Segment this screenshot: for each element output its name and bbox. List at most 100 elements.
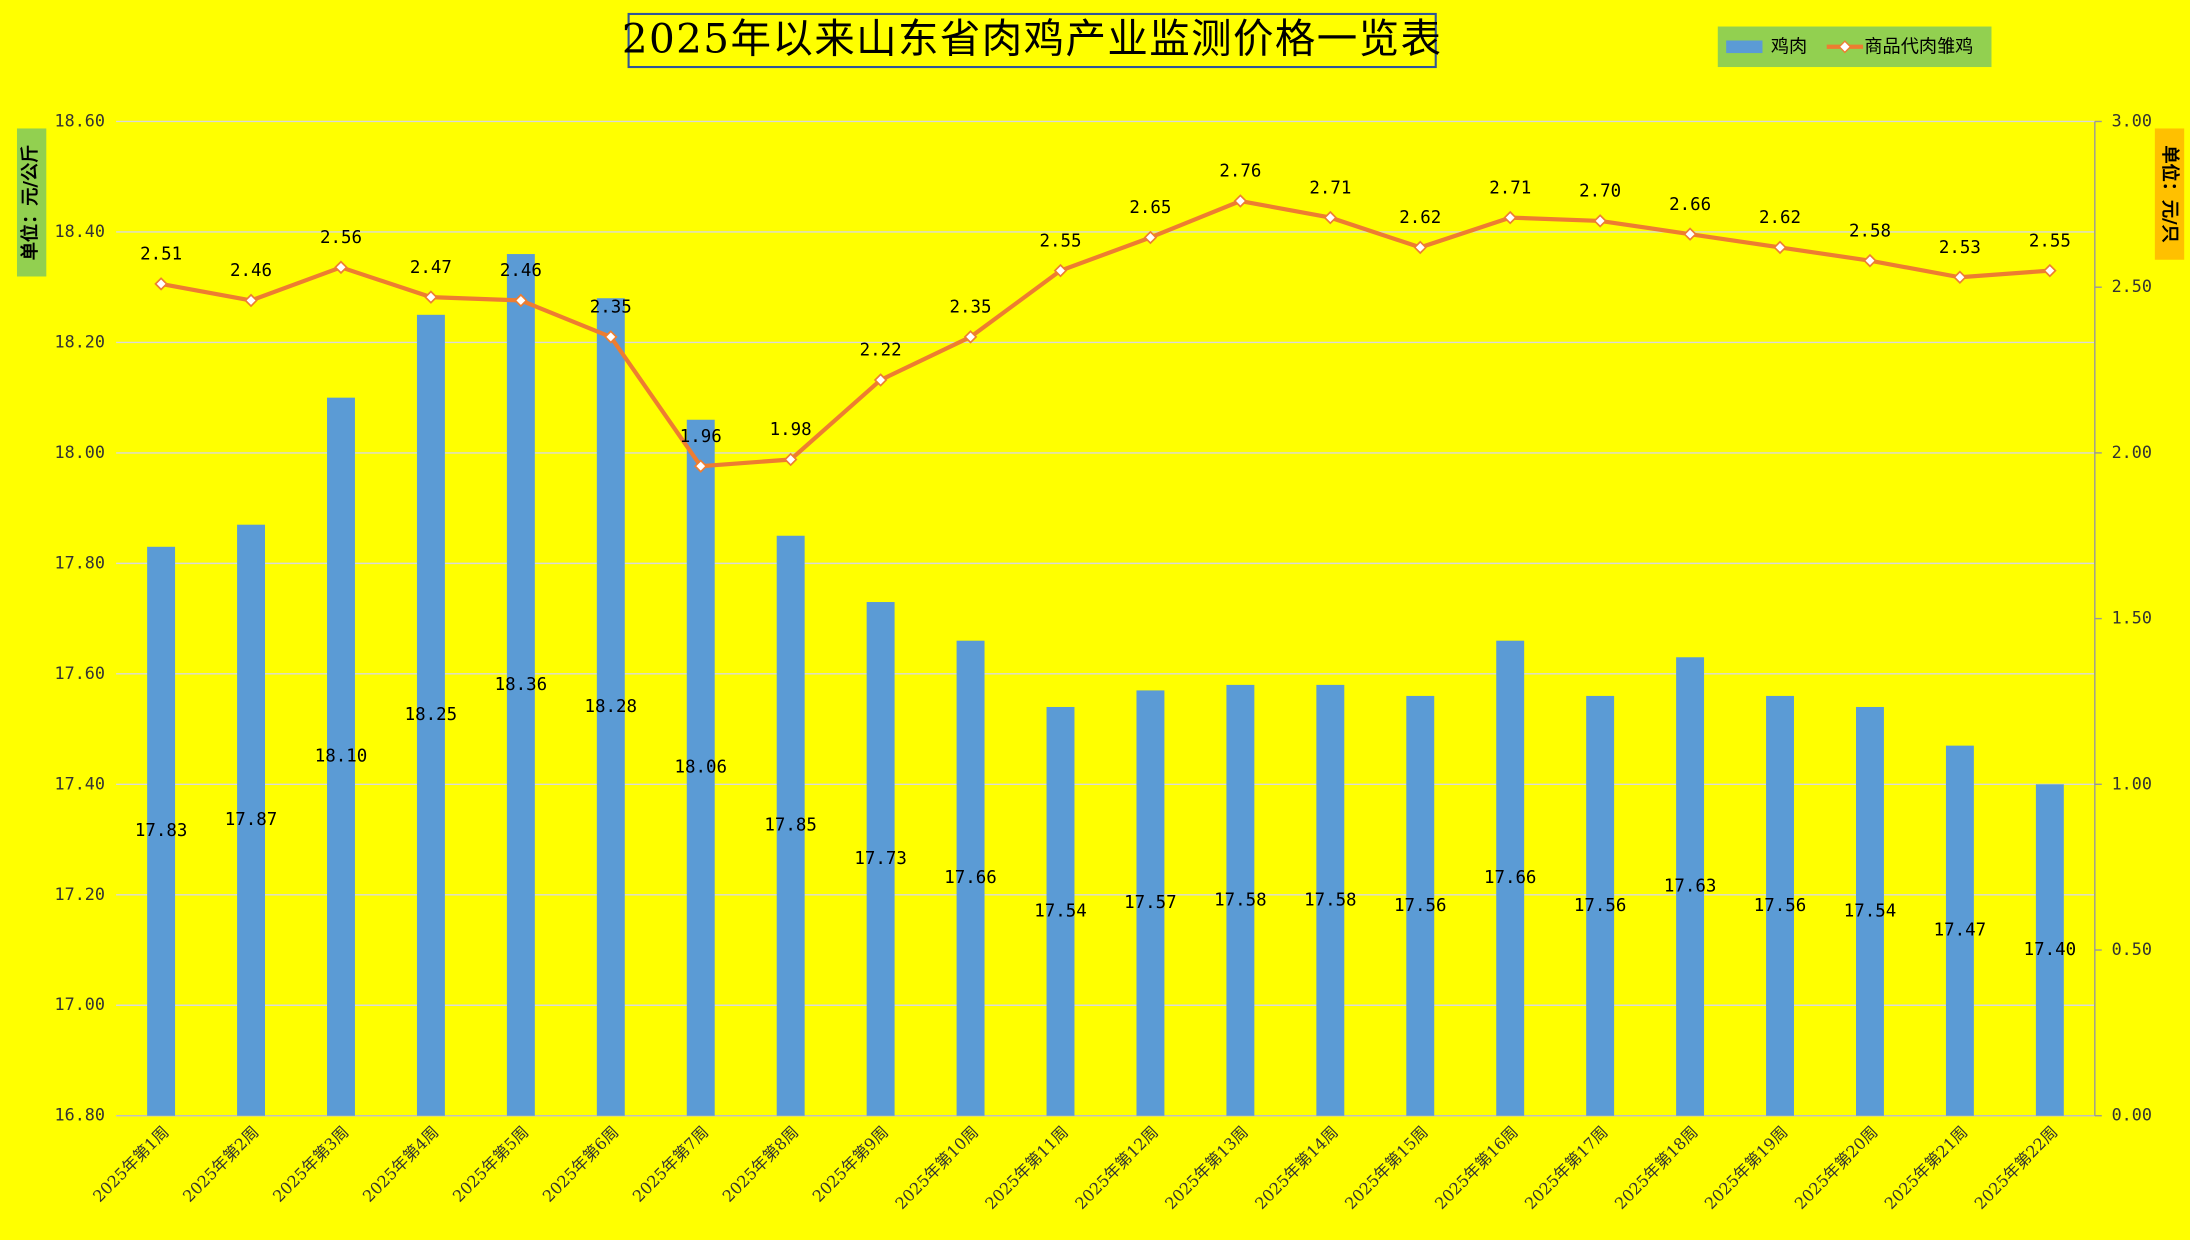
bar-value-label: 17.83 — [135, 821, 188, 841]
bar-value-label: 17.85 — [764, 816, 817, 836]
y-label-box — [16, 128, 47, 277]
line-value-label: 2.56 — [320, 228, 362, 248]
line-marker — [424, 290, 438, 304]
line-value-label: 2.55 — [1040, 231, 1082, 251]
bar — [327, 397, 355, 1116]
line-marker — [1503, 210, 1517, 225]
line-value-label: 2.70 — [1579, 182, 1621, 202]
line-value-label: 2.46 — [230, 261, 272, 281]
line — [160, 198, 2051, 469]
line-value-label: 2.71 — [1489, 178, 1531, 198]
y2-tick-label: 1.50 — [2112, 608, 2152, 628]
y-tick-label: 17.80 — [55, 552, 105, 572]
y-tick-label: 18.60 — [55, 110, 105, 130]
line-value-label: 2.35 — [590, 298, 632, 318]
line-value-label: 2.22 — [860, 341, 902, 361]
bar-value-label: 18.36 — [495, 675, 548, 695]
bar — [506, 254, 535, 1116]
bar — [596, 298, 625, 1116]
line-value-label: 2.51 — [140, 245, 182, 265]
y2-tick-label: 2.50 — [2112, 276, 2152, 296]
line-marker — [1143, 230, 1158, 245]
bar-value-label: 17.63 — [1664, 876, 1717, 896]
bar-value-label: 17.66 — [944, 868, 996, 888]
legend-label: 鸡肉 — [1771, 36, 1807, 57]
bar — [237, 524, 266, 1116]
y2-tick-label: 0.00 — [2112, 1105, 2152, 1125]
bar — [686, 419, 715, 1116]
y2-axis-label: 单位：元/只 — [2159, 145, 2181, 242]
line-marker — [334, 260, 348, 275]
bar — [956, 640, 985, 1116]
bar — [2035, 784, 2064, 1116]
bar — [1945, 745, 1974, 1116]
y2-tick-label: 2.00 — [2112, 442, 2152, 462]
y-axis-label: 单位：元/公斤 — [19, 145, 41, 260]
line-marker — [244, 293, 258, 308]
line-marker — [604, 330, 618, 344]
y-tick-label: 17.00 — [55, 994, 105, 1014]
y-tick-label: 18.00 — [55, 442, 105, 462]
bar-value-label: 17.56 — [1394, 896, 1447, 916]
bar — [1226, 684, 1255, 1116]
line-marker — [963, 330, 978, 344]
line-value-label: 2.35 — [950, 298, 992, 318]
bar — [1136, 690, 1165, 1116]
line-marker — [1773, 240, 1787, 255]
legend-swatch — [1726, 40, 1763, 54]
line-value-label: 2.65 — [1129, 198, 1171, 218]
line-marker — [1053, 263, 1068, 278]
bar — [866, 602, 895, 1116]
line-marker — [1953, 270, 1967, 285]
y-tick-label: 18.20 — [55, 331, 105, 351]
bar-value-label: 17.87 — [225, 810, 277, 830]
line-value-label: 2.55 — [2029, 231, 2071, 251]
legend-marker — [1838, 40, 1852, 54]
bar-value-label: 17.56 — [1754, 896, 1807, 916]
y-tick-label: 17.40 — [55, 773, 105, 793]
bar-value-label: 17.57 — [1124, 893, 1177, 913]
bar — [1046, 706, 1075, 1116]
line-value-label: 2.47 — [410, 258, 452, 278]
bar — [416, 314, 445, 1116]
y-tick-label: 17.60 — [55, 663, 105, 683]
y2-tick-label: 3.00 — [2112, 110, 2152, 130]
line-marker — [1863, 253, 1877, 268]
line-value-label: 2.58 — [1849, 221, 1891, 241]
bar — [1496, 640, 1525, 1116]
line-marker — [1323, 210, 1338, 225]
bar — [1766, 695, 1794, 1116]
y2-tick-label: 0.50 — [2112, 939, 2152, 959]
line-marker — [873, 373, 888, 387]
y-tick-label: 17.20 — [55, 884, 105, 904]
bar — [1406, 695, 1435, 1116]
title-box — [627, 12, 1437, 69]
bar — [1586, 695, 1615, 1116]
y2-tick-label: 1.00 — [2112, 773, 2152, 793]
line-value-label: 1.96 — [680, 427, 722, 447]
line-marker — [1233, 194, 1248, 208]
bar-value-label: 17.40 — [2024, 940, 2077, 960]
line-value-label: 2.76 — [1219, 162, 1261, 182]
y-tick-label: 18.40 — [55, 221, 105, 241]
bar — [776, 535, 805, 1116]
bar — [1856, 706, 1884, 1116]
line-value-label: 2.66 — [1669, 195, 1711, 215]
legend-label: 商品代肉雏鸡 — [1864, 36, 1973, 57]
bar-value-label: 17.58 — [1214, 890, 1267, 910]
bar-value-label: 17.58 — [1304, 890, 1357, 910]
y-tick-label: 16.80 — [55, 1105, 105, 1125]
bar — [147, 546, 176, 1116]
line-value-label: 2.53 — [1939, 238, 1981, 258]
line-marker — [1593, 214, 1607, 228]
bar-value-label: 17.54 — [1844, 901, 1897, 921]
y2-label-box — [2154, 128, 2185, 260]
bar-value-label: 17.66 — [1484, 868, 1537, 888]
line-marker — [1683, 227, 1697, 241]
line-value-label: 2.71 — [1309, 178, 1351, 198]
line-marker — [514, 293, 528, 308]
line-value-label: 1.98 — [770, 420, 812, 440]
line-marker — [783, 452, 798, 467]
